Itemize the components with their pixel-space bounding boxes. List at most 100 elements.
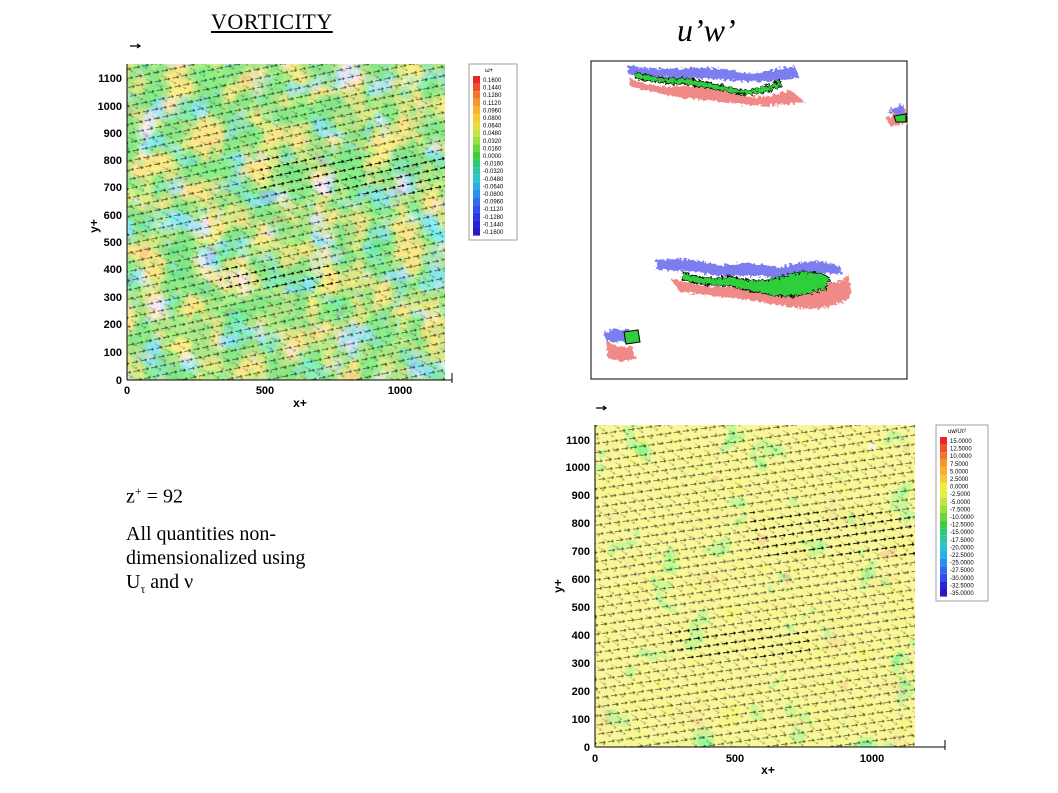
y-tick: 300: [104, 292, 122, 304]
vorticity-y-ticks: 0 100 200 300 400 500 600 700 800 900 10…: [98, 73, 122, 387]
legend-value: -0.0480: [483, 177, 504, 183]
y-tick: 700: [572, 546, 590, 558]
y-tick: 500: [572, 602, 590, 614]
legend-swatch: [940, 581, 947, 589]
and-nu: and ν: [145, 570, 194, 593]
legend-swatch: [940, 589, 947, 597]
legend-value: -0.1120: [483, 207, 504, 213]
legend-value: 0.1440: [483, 86, 502, 92]
legend-swatch: [473, 76, 480, 84]
legend-value: -35.0000: [950, 591, 974, 597]
y-tick: 1000: [566, 462, 590, 474]
legend-value: 10.0000: [950, 454, 972, 460]
legend-value: 0.0640: [483, 124, 502, 130]
legend-title: ω+: [485, 68, 494, 74]
legend-swatch: [473, 83, 480, 92]
legend-value: 0.0160: [483, 146, 502, 152]
legend-value: 0.1600: [483, 78, 502, 84]
uw-frame: [590, 60, 908, 380]
y-tick: 200: [572, 686, 590, 698]
legend-swatch: [473, 129, 480, 137]
uw-x-ticks: 0 500 1000: [592, 753, 884, 765]
legend-swatch: [940, 573, 947, 582]
legend-swatch: [473, 167, 480, 175]
y-tick: 1000: [98, 101, 122, 113]
legend-value: -7.5000: [950, 507, 971, 513]
legend-value: -12.5000: [950, 523, 974, 529]
x-tick: 0: [592, 753, 598, 765]
legend-value: -0.1600: [483, 230, 504, 236]
legend-value: 0.0000: [483, 154, 502, 160]
z-sup: +: [134, 484, 142, 498]
legend-swatch: [940, 475, 947, 483]
legend-value: -27.5000: [950, 568, 974, 574]
y-tick: 0: [116, 375, 122, 387]
y-tick: 100: [104, 347, 122, 359]
u-label: U: [126, 570, 141, 593]
legend-value: -25.0000: [950, 561, 974, 567]
legend-swatch: [940, 505, 947, 513]
legend-value: 2.5000: [950, 477, 969, 483]
reference-arrow-icon: [596, 405, 608, 411]
legend-value: -10.0000: [950, 515, 974, 521]
vorticity-plot: 0 100 200 300 400 500 600 700 800 900 10…: [87, 43, 518, 410]
legend-swatch: [940, 490, 947, 498]
uw-structures-plot: [590, 60, 908, 380]
y-tick: 1100: [98, 73, 122, 85]
uw-field-plot: 0 100 200 300 400 500 600 700 800 900 10…: [551, 405, 989, 777]
y-tick: 200: [104, 319, 122, 331]
legend-swatch: [940, 535, 947, 544]
y-tick: 800: [572, 518, 590, 530]
legend-swatch: [940, 528, 947, 536]
legend-swatch: [940, 566, 947, 574]
nondim-text: All quantities non-dimensionalized using: [126, 522, 306, 569]
x-tick: 500: [256, 385, 274, 397]
uw-x-label: x+: [761, 763, 775, 777]
legend-swatch: [940, 482, 947, 491]
structure-top: [628, 66, 805, 106]
y-tick: 900: [572, 490, 590, 502]
legend-swatch: [940, 543, 947, 551]
legend-value: 0.0480: [483, 131, 502, 137]
y-tick: 700: [104, 182, 122, 194]
legend-swatch: [473, 114, 480, 122]
structure-middle: [656, 258, 852, 309]
legend-swatch: [940, 497, 947, 506]
legend-title: uw/Uτ²: [948, 429, 966, 435]
legend-swatch: [940, 437, 947, 445]
legend-swatch: [940, 558, 947, 567]
tau-sub: τ: [140, 581, 146, 596]
legend-swatch: [473, 121, 480, 130]
legend-swatch: [473, 136, 480, 145]
vorticity-field: [127, 64, 445, 380]
y-tick: 1100: [566, 435, 590, 447]
vorticity-x-label: x+: [293, 396, 307, 410]
y-tick: 800: [104, 155, 122, 167]
legend-value: 0.0320: [483, 139, 502, 145]
y-tick: 900: [104, 128, 122, 140]
y-tick: 400: [572, 630, 590, 642]
legend-swatch: [473, 144, 480, 152]
x-tick: 500: [726, 753, 744, 765]
legend-swatch: [473, 98, 480, 107]
legend-value: -2.5000: [950, 492, 971, 498]
legend-swatch: [473, 159, 480, 168]
vorticity-title: VORTICITY: [211, 9, 333, 34]
y-tick: 100: [572, 714, 590, 726]
legend-swatch: [473, 91, 480, 99]
legend-swatch: [940, 513, 947, 521]
legend-swatch: [940, 459, 947, 468]
legend-swatch: [473, 205, 480, 213]
legend-value: -0.0160: [483, 162, 504, 168]
legend-swatch: [473, 220, 480, 228]
legend-swatch: [940, 551, 947, 559]
legend-value: 0.0000: [950, 485, 969, 491]
legend-swatch: [940, 467, 947, 475]
legend-swatch: [473, 190, 480, 198]
y-tick: 0: [584, 742, 590, 754]
legend-value: 7.5000: [950, 462, 969, 468]
legend-value: -0.0320: [483, 169, 504, 175]
legend-value: -15.0000: [950, 530, 974, 536]
